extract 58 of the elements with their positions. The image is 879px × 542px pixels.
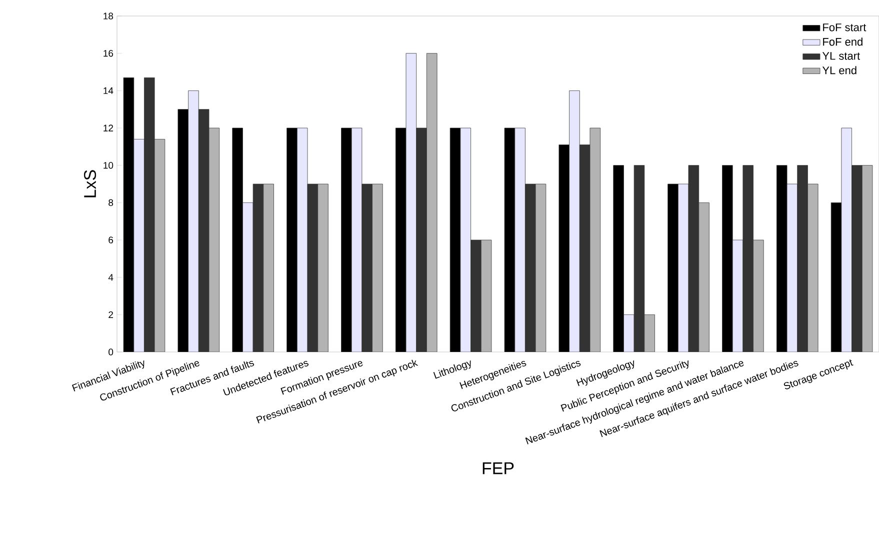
bar: [341, 128, 352, 352]
bar: [123, 77, 134, 352]
bar: [460, 128, 471, 352]
bar: [352, 128, 362, 352]
y-tick-label: 0: [108, 348, 114, 356]
bar: [862, 165, 873, 352]
bar: [134, 139, 144, 352]
bar: [296, 128, 308, 352]
bar: [753, 240, 764, 352]
bar: [263, 184, 274, 352]
y-tick-label: 8: [108, 199, 114, 206]
bar: [732, 240, 744, 352]
bar: [830, 202, 842, 352]
bar: [318, 184, 328, 352]
bar: [644, 314, 655, 352]
bar: [722, 165, 733, 352]
bar: [786, 184, 798, 352]
bar: [678, 184, 689, 352]
bar: [841, 128, 852, 352]
bar: [426, 53, 438, 352]
bar: [480, 240, 492, 352]
legend-label: FoF start: [823, 24, 866, 32]
bar: [569, 90, 580, 352]
bar: [188, 90, 199, 352]
legend-label: YL end: [822, 66, 856, 74]
y-tick-label: 16: [104, 50, 114, 57]
bar: [178, 109, 189, 352]
legend-label: YL start: [822, 52, 860, 60]
bar: [558, 144, 570, 352]
y-tick-label: 12: [104, 124, 113, 132]
bar: [613, 165, 624, 352]
legend-label: FoF end: [823, 38, 862, 46]
bar: [208, 128, 220, 352]
y-tick-label: 18: [104, 12, 114, 20]
bar: [504, 128, 516, 352]
bar: [395, 128, 406, 352]
bar: [808, 184, 818, 352]
bar: [590, 128, 601, 352]
bar: [372, 184, 383, 352]
y-tick-label: 2: [108, 311, 113, 318]
x-axis-title: FEP: [482, 462, 514, 474]
y-tick-label: 14: [104, 87, 114, 94]
bar: [668, 184, 678, 352]
bar: [450, 128, 461, 352]
y-tick-label: 4: [108, 274, 114, 281]
bar: [514, 128, 526, 352]
bar: [535, 184, 546, 352]
bar: [698, 202, 710, 352]
y-axis-title: LxS: [84, 170, 96, 198]
bar: [232, 128, 243, 352]
y-tick-label: 10: [104, 162, 114, 169]
bar: [624, 314, 634, 352]
y-tick-label: 6: [108, 236, 114, 244]
bar: [406, 53, 417, 352]
bar: [776, 165, 788, 352]
bar: [286, 128, 298, 352]
bar: [242, 202, 254, 352]
bar: [154, 139, 166, 352]
